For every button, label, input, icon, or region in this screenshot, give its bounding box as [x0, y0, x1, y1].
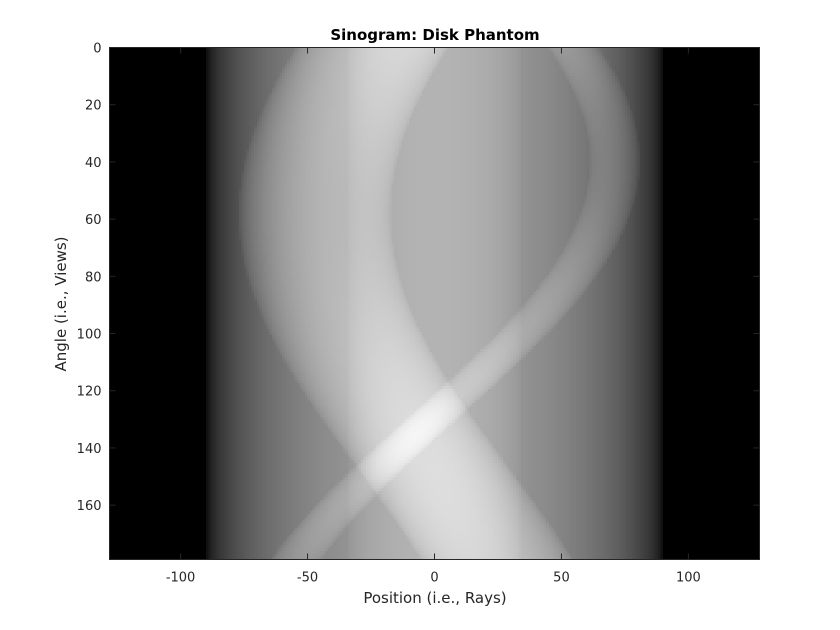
x-tick-label: -100	[166, 571, 196, 586]
y-tick-label: 60	[85, 213, 102, 228]
y-tick-label: 20	[85, 99, 102, 114]
y-tick-label: 100	[77, 328, 102, 343]
y-axis-label: Angle (i.e., Views)	[52, 236, 70, 371]
y-tick-label: 40	[85, 156, 102, 171]
sinogram-pixels	[109, 47, 760, 560]
y-axis-ticks: 0 20 40 60 80 100 120 140 160	[77, 42, 760, 514]
x-tick-label: -50	[297, 571, 318, 586]
y-tick-label: 120	[77, 385, 102, 400]
x-tick-label: 100	[676, 571, 701, 586]
y-tick-label: 160	[77, 499, 102, 514]
x-tick-label: 50	[553, 571, 570, 586]
y-tick-label: 140	[77, 442, 102, 457]
sinogram-image	[109, 47, 760, 560]
x-axis-label: Position (i.e., Rays)	[363, 589, 506, 607]
plot-area	[109, 47, 760, 560]
y-tick-label: 0	[93, 42, 101, 57]
x-tick-label: 0	[430, 571, 438, 586]
chart-title: Sinogram: Disk Phantom	[330, 26, 539, 44]
y-tick-label: 80	[85, 270, 102, 285]
x-axis-ticks: -100 -50 0 50 100	[166, 47, 701, 586]
